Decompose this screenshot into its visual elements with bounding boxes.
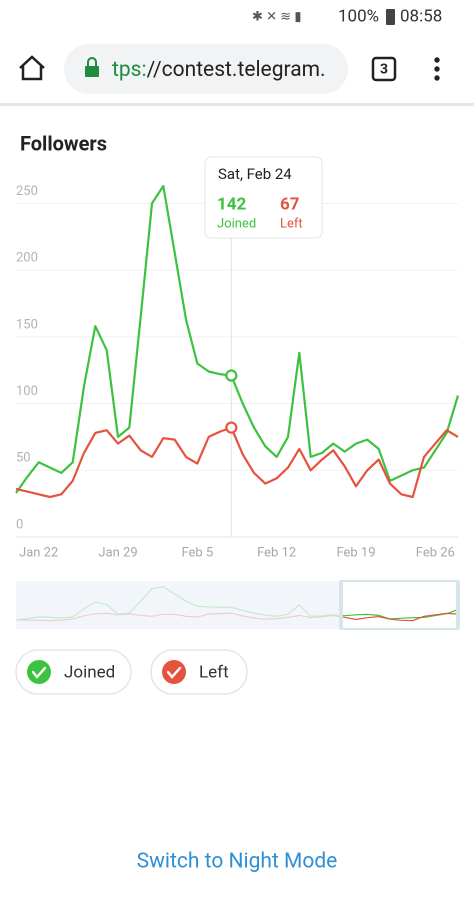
x-tick-label: Feb 12 bbox=[257, 545, 296, 560]
tooltip-value: 142 bbox=[217, 194, 247, 214]
battery-level: 100% bbox=[338, 6, 379, 26]
toolbar-shadow bbox=[0, 103, 474, 106]
url: tps://contest.telegram. bbox=[112, 58, 326, 82]
menu-dot[interactable] bbox=[434, 75, 440, 81]
x-tick-label: Feb 5 bbox=[181, 545, 213, 560]
lock-shackle bbox=[87, 57, 97, 66]
y-tick-label: 150 bbox=[16, 317, 38, 332]
tooltip-label: Left bbox=[280, 216, 303, 231]
clock: 08:58 bbox=[400, 6, 442, 26]
tooltip: Sat, Feb 24 142 Joined 67 Left bbox=[204, 156, 323, 239]
url-bar[interactable] bbox=[64, 44, 348, 94]
url-scheme: tps: bbox=[112, 58, 147, 82]
chart-title: Followers bbox=[20, 131, 107, 155]
series-line bbox=[15, 184, 460, 494]
x-tick-label: Jan 29 bbox=[98, 545, 137, 560]
series-line bbox=[15, 426, 459, 499]
y-tick-label: 250 bbox=[16, 184, 38, 199]
legend: Joined Left bbox=[15, 649, 248, 695]
tabs-button[interactable] bbox=[371, 56, 397, 82]
check-mark bbox=[166, 666, 182, 679]
tooltip-label: Joined bbox=[217, 216, 256, 231]
overview-shade bbox=[16, 581, 341, 629]
highlight-point bbox=[225, 421, 238, 434]
home-button[interactable] bbox=[19, 55, 45, 81]
menu-dot[interactable] bbox=[434, 57, 440, 63]
overview[interactable] bbox=[15, 580, 460, 630]
lock-icon bbox=[85, 66, 99, 77]
tooltip-date: Sat, Feb 24 bbox=[218, 165, 292, 183]
legend-toggle[interactable]: Left bbox=[150, 649, 248, 695]
legend-label: Left bbox=[199, 662, 229, 682]
toggle-check bbox=[162, 660, 186, 684]
window-handle[interactable] bbox=[339, 581, 343, 629]
status-icons: ✱ ✕ ≋ ▮ bbox=[252, 9, 302, 24]
night-mode-link[interactable]: Switch to Night Mode bbox=[137, 850, 338, 874]
highlight-point bbox=[225, 369, 238, 382]
check-mark bbox=[31, 666, 47, 679]
tooltip-box bbox=[204, 156, 323, 239]
x-tick-label: Feb 26 bbox=[416, 545, 455, 560]
y-tick-label: 50 bbox=[16, 451, 31, 466]
legend-label: Joined bbox=[64, 662, 115, 682]
tab-count: 3 bbox=[380, 62, 388, 78]
x-tick-label: Jan 22 bbox=[19, 545, 58, 560]
plot: 0 50 100 150 200 250 Jan 22 Jan 29 Feb 5 Feb 12 Fe… bbox=[15, 170, 460, 560]
y-tick-label: 200 bbox=[16, 251, 38, 266]
x-tick-label: Feb 19 bbox=[336, 545, 375, 560]
y-tick-label: 0 bbox=[16, 517, 23, 532]
battery-icon bbox=[386, 9, 395, 25]
window-handle[interactable] bbox=[456, 581, 460, 629]
y-tick-label: 100 bbox=[16, 384, 38, 399]
toggle-pill[interactable] bbox=[15, 649, 132, 695]
legend-toggle[interactable]: Joined bbox=[15, 649, 132, 695]
tooltip-value: 67 bbox=[280, 194, 300, 214]
url-host: //contest.telegram. bbox=[147, 58, 326, 82]
menu-dot[interactable] bbox=[434, 66, 440, 72]
toggle-check bbox=[27, 660, 51, 684]
